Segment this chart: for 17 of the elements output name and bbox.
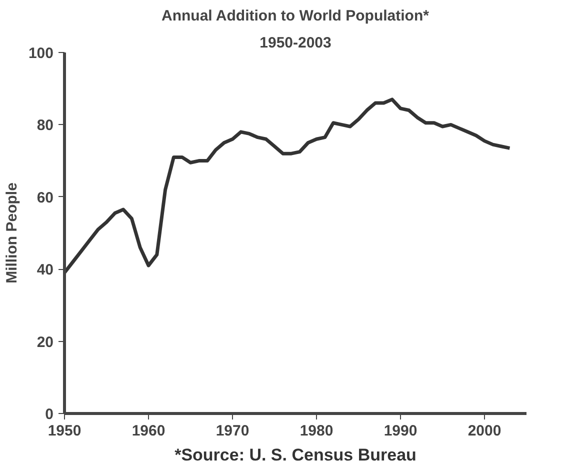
y-tick-label: 0 — [45, 406, 54, 423]
y-axis-title: Million People — [3, 182, 20, 284]
y-tick-label: 100 — [28, 45, 54, 62]
text: *Source: U. S. Census Bureau — [174, 446, 416, 464]
x-tick-label: 1960 — [132, 422, 166, 440]
x-tick-label: 1980 — [300, 422, 334, 440]
x-tick-label: 1970 — [216, 422, 250, 440]
chart-subtitle: 1950-2003 — [260, 34, 332, 52]
y-tick-label: 20 — [36, 334, 54, 351]
chart-title: Annual Addition to World Population* — [161, 8, 430, 24]
x-tick-label: 2000 — [468, 422, 502, 440]
y-tick-label: 40 — [36, 262, 54, 279]
y-tick-label: 80 — [36, 117, 54, 134]
line-series — [64, 98, 512, 274]
x-tick-label: 1950 — [48, 422, 82, 440]
y-tick-label: 60 — [36, 189, 54, 206]
x-tick-label: 1990 — [384, 422, 418, 440]
